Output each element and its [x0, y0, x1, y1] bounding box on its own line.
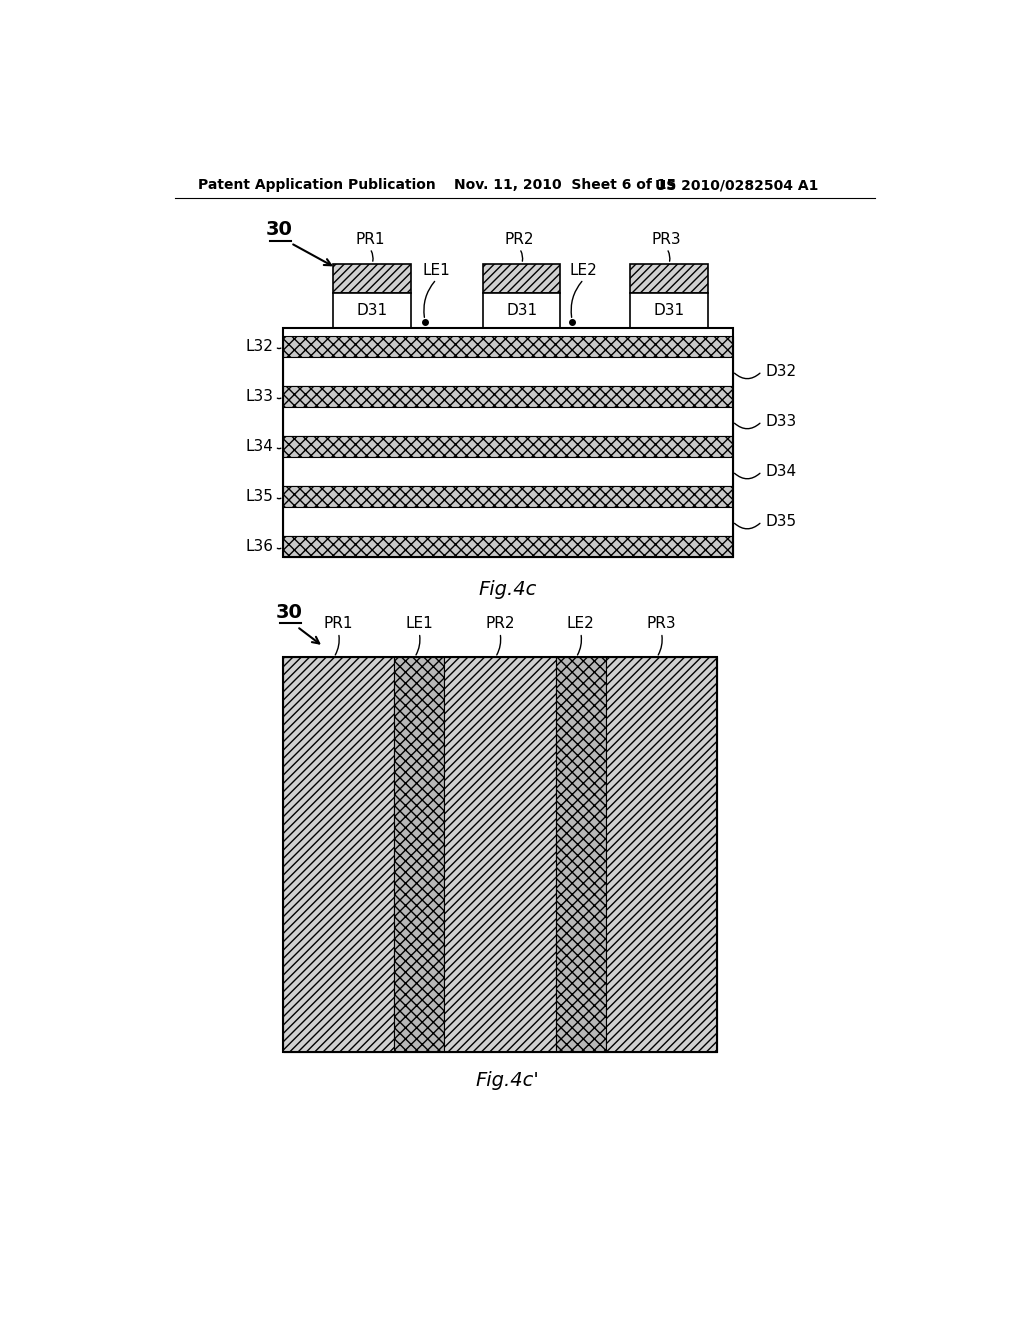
Bar	[483, 293, 560, 327]
Text: US 2010/0282504 A1: US 2010/0282504 A1	[655, 178, 818, 193]
Bar	[394, 657, 444, 1052]
Text: PR2: PR2	[505, 232, 535, 247]
Text: LE1: LE1	[423, 263, 451, 277]
Bar	[283, 385, 732, 407]
Text: D32: D32	[765, 364, 797, 379]
Text: D31: D31	[506, 304, 538, 318]
Bar	[555, 657, 606, 1052]
Bar	[283, 457, 732, 486]
Text: PR1: PR1	[355, 232, 385, 247]
Bar	[483, 264, 560, 293]
Text: L36: L36	[246, 539, 273, 554]
Bar	[334, 264, 411, 293]
Text: D35: D35	[765, 513, 797, 529]
Text: PR3: PR3	[652, 232, 681, 247]
Bar	[283, 335, 732, 358]
Text: D31: D31	[356, 304, 388, 318]
Bar	[283, 436, 732, 457]
Text: D34: D34	[765, 463, 797, 479]
Text: LE2: LE2	[567, 616, 595, 631]
Text: Fig.4c': Fig.4c'	[476, 1072, 540, 1090]
Text: LE1: LE1	[406, 616, 433, 631]
Text: D31: D31	[653, 304, 684, 318]
Text: D33: D33	[765, 414, 797, 429]
Text: PR1: PR1	[324, 616, 353, 631]
Text: L35: L35	[246, 488, 273, 504]
Text: Fig.4c: Fig.4c	[478, 579, 537, 599]
Bar	[283, 327, 732, 557]
Bar	[444, 657, 555, 1052]
Bar	[283, 358, 732, 385]
Bar	[283, 657, 717, 1052]
Text: Nov. 11, 2010  Sheet 6 of 15: Nov. 11, 2010 Sheet 6 of 15	[454, 178, 676, 193]
Text: PR2: PR2	[485, 616, 515, 631]
Bar	[283, 486, 732, 507]
Text: 30: 30	[275, 603, 303, 622]
Bar	[283, 536, 732, 557]
Text: Patent Application Publication: Patent Application Publication	[198, 178, 435, 193]
Text: PR3: PR3	[647, 616, 676, 631]
Bar	[334, 293, 411, 327]
Text: LE2: LE2	[569, 263, 598, 277]
Bar	[283, 657, 394, 1052]
Bar	[283, 407, 732, 436]
Text: 30: 30	[265, 220, 293, 239]
Bar	[606, 657, 717, 1052]
Text: L34: L34	[246, 438, 273, 454]
Text: L33: L33	[246, 389, 273, 404]
Bar	[283, 507, 732, 536]
Bar	[630, 293, 708, 327]
Bar	[630, 264, 708, 293]
Text: L32: L32	[246, 339, 273, 354]
